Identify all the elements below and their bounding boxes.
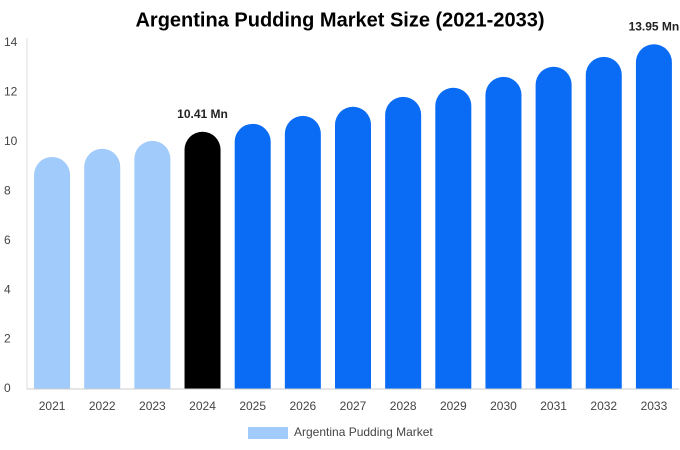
x-tick-label: 2027 — [340, 399, 367, 413]
x-tick-label: 2029 — [440, 399, 467, 413]
bar — [585, 56, 622, 390]
bar — [284, 115, 321, 389]
x-tick-label: 2033 — [641, 399, 668, 413]
bar — [134, 140, 171, 389]
bar — [485, 76, 522, 389]
x-tick-label: 2025 — [239, 399, 266, 413]
bar — [335, 106, 371, 390]
x-tick-label: 2030 — [490, 399, 517, 413]
bar — [635, 44, 672, 389]
bar — [84, 148, 121, 389]
x-tick-label: 2022 — [89, 399, 116, 413]
x-tick-label: 2026 — [289, 399, 316, 413]
y-tick-label: 12 — [4, 85, 18, 99]
y-tick-label: 8 — [4, 183, 11, 197]
legend-label: Argentina Pudding Market — [294, 425, 433, 439]
value-label: 13.95 Mn — [629, 19, 680, 33]
bar — [535, 66, 572, 390]
bar — [34, 156, 71, 389]
y-tick-label: 14 — [4, 35, 18, 49]
y-tick-label: 6 — [4, 233, 11, 247]
legend-swatch — [248, 427, 288, 439]
y-tick-label: 10 — [4, 134, 18, 148]
chart-title: Argentina Pudding Market Size (2021-2033… — [135, 9, 544, 31]
y-tick-label: 4 — [4, 282, 11, 296]
x-tick-label: 2031 — [540, 399, 567, 413]
y-tick-label: 2 — [4, 332, 11, 346]
value-label: 10.41 Mn — [177, 107, 228, 121]
bar — [385, 96, 422, 390]
x-tick-label: 2024 — [189, 399, 216, 413]
bar — [435, 87, 472, 390]
x-tick-label: 2028 — [390, 399, 417, 413]
bar — [184, 131, 221, 389]
x-tick-label: 2032 — [590, 399, 617, 413]
bar — [234, 123, 271, 390]
x-tick-label: 2023 — [139, 399, 166, 413]
x-tick-label: 2021 — [39, 399, 66, 413]
y-tick-label: 0 — [4, 381, 11, 395]
